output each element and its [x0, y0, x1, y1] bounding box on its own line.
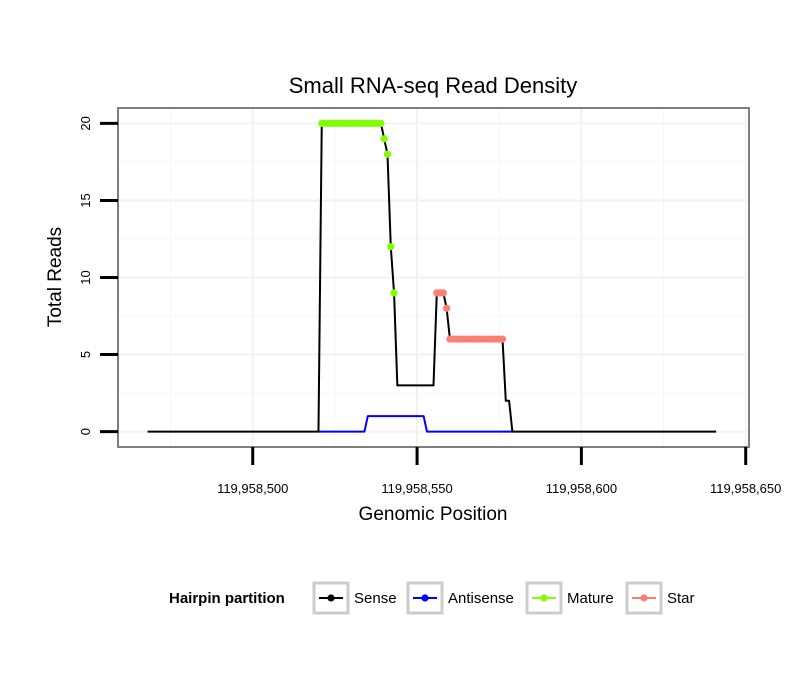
antisense-line [318, 415, 513, 433]
y-axis-ticks: 0 5 10 15 20 [78, 116, 118, 435]
y-tick-label: 20 [78, 116, 93, 130]
legend-key-point [640, 594, 648, 602]
x-tick-label: 119,958,550 [381, 481, 452, 496]
legend-key-point [421, 594, 429, 602]
legend-label-mature: Mature [567, 590, 614, 607]
legend-key-point [327, 594, 335, 602]
legend: Hairpin partition Sense Antisense Mature St… [169, 581, 695, 615]
star-point [439, 289, 447, 297]
y-tick-label: 10 [78, 270, 93, 284]
major-grid [118, 108, 749, 447]
x-axis-label: Genomic Position [359, 504, 508, 525]
legend-label-star: Star [667, 590, 695, 607]
mature-point [383, 150, 392, 158]
mature-point [377, 119, 385, 128]
legend-entries: Sense Antisense Mature Star [312, 581, 695, 615]
legend-key-point [540, 594, 548, 602]
legend-label-sense: Sense [354, 590, 397, 607]
star-point [498, 335, 507, 343]
series-points [318, 119, 507, 343]
chart-title: Small RNA-seq Read Density [289, 73, 578, 98]
mature-point [390, 289, 398, 297]
star-point [443, 304, 451, 312]
y-tick-label: 0 [78, 428, 93, 435]
x-axis-ticks: 119,958,500 119,958,550 119,958,600 119,958… [217, 447, 781, 496]
mature-point [387, 243, 395, 251]
y-tick-label: 5 [78, 351, 93, 358]
legend-title: Hairpin partition [169, 590, 285, 607]
x-tick-label: 119,958,650 [710, 481, 781, 496]
y-axis-label: Total Reads [45, 227, 66, 327]
mature-point [380, 135, 388, 143]
legend-label-antisense: Antisense [448, 590, 514, 607]
x-tick-label: 119,958,600 [546, 481, 617, 496]
x-tick-label: 119,958,500 [217, 481, 288, 496]
y-tick-label: 15 [78, 193, 93, 207]
